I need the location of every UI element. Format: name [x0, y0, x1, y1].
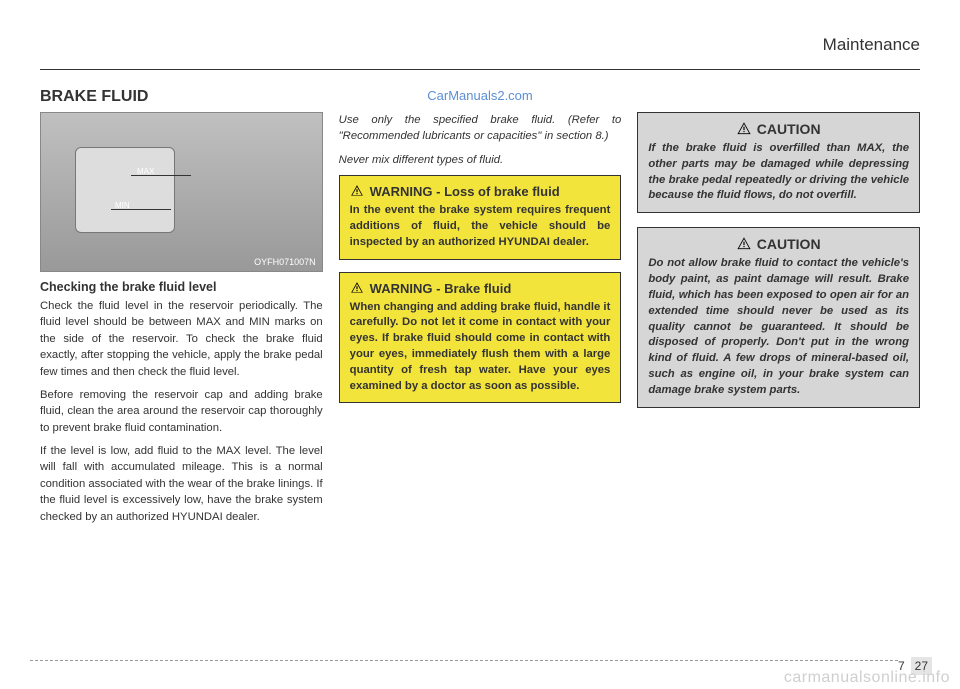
paragraph-italic: Never mix different types of fluid. — [339, 152, 622, 168]
subheading: Checking the brake fluid level — [40, 280, 323, 294]
warning-subtitle: Brake fluid — [444, 281, 511, 296]
paragraph: If the level is low, add fluid to the MA… — [40, 443, 323, 525]
warning-box-loss-of-fluid: WARNING - Loss of brake fluid In the eve… — [339, 175, 622, 259]
caution-triangle-icon — [737, 122, 751, 136]
warning-body: In the event the brake system requires f… — [350, 203, 611, 250]
figure-code: OYFH071007N — [254, 257, 316, 267]
source-link[interactable]: CarManuals2.com — [427, 88, 533, 103]
caution-triangle-icon — [737, 237, 751, 251]
caution-body: If the brake fluid is overfilled than MA… — [648, 141, 909, 204]
caution-box-paint-contact: CAUTION Do not allow brake fluid to cont… — [637, 227, 920, 407]
watermark: carmanualsonline.info — [784, 669, 950, 687]
caution-title: CAUTION — [648, 236, 909, 252]
column-middle: Use only the specified brake fluid. (Ref… — [339, 112, 622, 532]
header-category: Maintenance — [823, 35, 920, 55]
warning-prefix: WARNING - — [370, 184, 441, 199]
warning-prefix: WARNING - — [370, 281, 441, 296]
caution-label: CAUTION — [757, 121, 821, 137]
warning-box-brake-fluid: WARNING - Brake fluid When changing and … — [339, 272, 622, 404]
manual-page: Maintenance CarManuals2.com BRAKE FLUID … — [0, 0, 960, 689]
column-left: MAX MIN OYFH071007N Checking the brake f… — [40, 112, 323, 532]
column-right: CAUTION If the brake fluid is overfilled… — [637, 112, 920, 532]
paragraph: Before removing the reservoir cap and ad… — [40, 387, 323, 436]
page-header: Maintenance — [40, 30, 920, 70]
warning-triangle-icon — [350, 184, 364, 198]
caution-label: CAUTION — [757, 236, 821, 252]
warning-title: WARNING - Brake fluid — [350, 281, 611, 296]
caution-body: Do not allow brake fluid to contact the … — [648, 256, 909, 398]
footer-dashed-line — [30, 660, 898, 661]
warning-triangle-icon — [350, 281, 364, 295]
reservoir-shape — [75, 147, 175, 233]
paragraph: Check the fluid level in the reservoir p… — [40, 298, 323, 380]
paragraph-italic: Use only the specified brake fluid. (Ref… — [339, 112, 622, 145]
warning-body: When changing and adding brake fluid, ha… — [350, 300, 611, 395]
warning-subtitle: Loss of brake fluid — [444, 184, 560, 199]
caution-box-overfill: CAUTION If the brake fluid is overfilled… — [637, 112, 920, 213]
max-label: MAX — [137, 167, 154, 176]
min-label: MIN — [115, 201, 130, 210]
warning-title: WARNING - Loss of brake fluid — [350, 184, 611, 199]
caution-title: CAUTION — [648, 121, 909, 137]
content-columns: MAX MIN OYFH071007N Checking the brake f… — [40, 112, 920, 532]
brake-reservoir-figure: MAX MIN OYFH071007N — [40, 112, 323, 272]
